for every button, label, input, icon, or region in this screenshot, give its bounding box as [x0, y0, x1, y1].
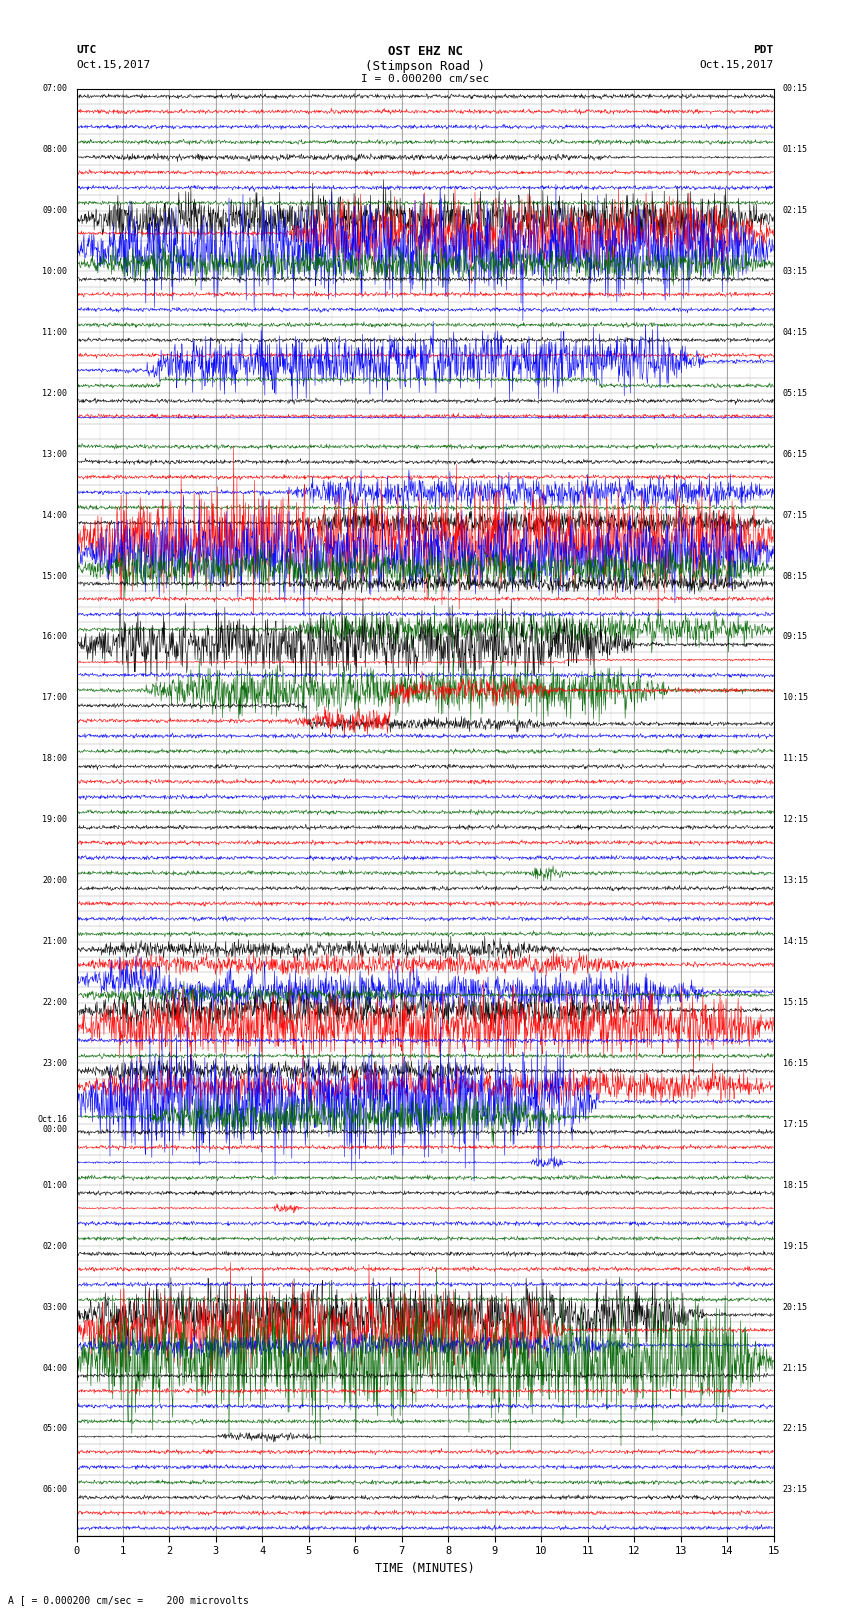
Text: 00:15: 00:15 — [783, 84, 808, 94]
Text: 01:00: 01:00 — [42, 1181, 67, 1190]
Text: 06:15: 06:15 — [783, 450, 808, 458]
Text: 21:15: 21:15 — [783, 1363, 808, 1373]
Text: 10:00: 10:00 — [42, 268, 67, 276]
Text: 11:15: 11:15 — [783, 755, 808, 763]
Text: 20:00: 20:00 — [42, 876, 67, 886]
Text: Oct.16
00:00: Oct.16 00:00 — [37, 1115, 67, 1134]
Text: 21:00: 21:00 — [42, 937, 67, 947]
Text: 01:15: 01:15 — [783, 145, 808, 155]
Text: 02:15: 02:15 — [783, 206, 808, 215]
Text: UTC: UTC — [76, 45, 97, 55]
Text: 05:15: 05:15 — [783, 389, 808, 398]
Text: 23:15: 23:15 — [783, 1486, 808, 1494]
Text: 03:00: 03:00 — [42, 1303, 67, 1311]
Text: 05:00: 05:00 — [42, 1424, 67, 1434]
Text: 14:00: 14:00 — [42, 511, 67, 519]
Text: 13:15: 13:15 — [783, 876, 808, 886]
Text: OST EHZ NC: OST EHZ NC — [388, 45, 462, 58]
Text: 15:00: 15:00 — [42, 571, 67, 581]
Text: 22:15: 22:15 — [783, 1424, 808, 1434]
Text: 14:15: 14:15 — [783, 937, 808, 947]
Text: 22:00: 22:00 — [42, 998, 67, 1007]
Text: (Stimpson Road ): (Stimpson Road ) — [365, 60, 485, 73]
Text: 09:15: 09:15 — [783, 632, 808, 642]
Text: A [ = 0.000200 cm/sec =    200 microvolts: A [ = 0.000200 cm/sec = 200 microvolts — [8, 1595, 249, 1605]
Text: 04:15: 04:15 — [783, 327, 808, 337]
Text: PDT: PDT — [753, 45, 774, 55]
Text: 17:00: 17:00 — [42, 694, 67, 702]
Text: Oct.15,2017: Oct.15,2017 — [700, 60, 774, 69]
Text: 20:15: 20:15 — [783, 1303, 808, 1311]
Text: 08:00: 08:00 — [42, 145, 67, 155]
Text: 03:15: 03:15 — [783, 268, 808, 276]
Text: 09:00: 09:00 — [42, 206, 67, 215]
Text: 12:15: 12:15 — [783, 815, 808, 824]
Text: I = 0.000200 cm/sec: I = 0.000200 cm/sec — [361, 74, 489, 84]
Text: 18:15: 18:15 — [783, 1181, 808, 1190]
Text: 10:15: 10:15 — [783, 694, 808, 702]
Text: 02:00: 02:00 — [42, 1242, 67, 1250]
Text: 07:15: 07:15 — [783, 511, 808, 519]
X-axis label: TIME (MINUTES): TIME (MINUTES) — [375, 1561, 475, 1574]
Text: 06:00: 06:00 — [42, 1486, 67, 1494]
Text: 23:00: 23:00 — [42, 1060, 67, 1068]
Text: 19:15: 19:15 — [783, 1242, 808, 1250]
Text: 15:15: 15:15 — [783, 998, 808, 1007]
Text: 07:00: 07:00 — [42, 84, 67, 94]
Text: 17:15: 17:15 — [783, 1119, 808, 1129]
Text: 11:00: 11:00 — [42, 327, 67, 337]
Text: 16:15: 16:15 — [783, 1060, 808, 1068]
Text: 12:00: 12:00 — [42, 389, 67, 398]
Text: 08:15: 08:15 — [783, 571, 808, 581]
Text: 18:00: 18:00 — [42, 755, 67, 763]
Text: Oct.15,2017: Oct.15,2017 — [76, 60, 150, 69]
Text: 13:00: 13:00 — [42, 450, 67, 458]
Text: 19:00: 19:00 — [42, 815, 67, 824]
Text: 04:00: 04:00 — [42, 1363, 67, 1373]
Text: 16:00: 16:00 — [42, 632, 67, 642]
